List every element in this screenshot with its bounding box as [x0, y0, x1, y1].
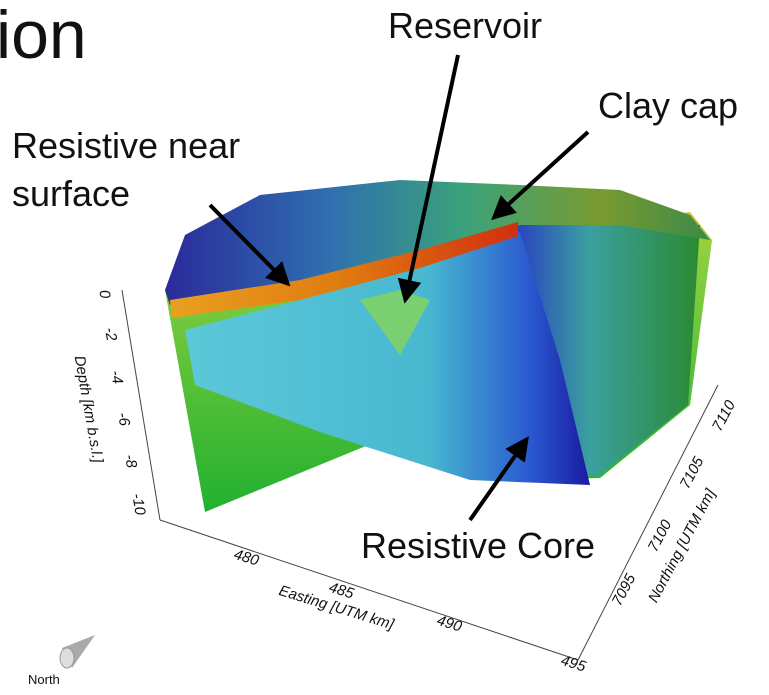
annotation: Resistive near	[12, 125, 240, 166]
tick-label: -10	[128, 492, 149, 517]
top-surface	[165, 180, 710, 305]
tick-label: 490	[435, 612, 465, 636]
tick-label: 480	[232, 546, 262, 570]
axis-label: Depth [km b.s.l.]	[71, 354, 107, 464]
arrow	[397, 54, 460, 304]
arrow	[468, 436, 529, 522]
tick-label: -6	[114, 411, 133, 428]
compass-label: North	[28, 672, 60, 687]
annotation: Clay cap	[598, 85, 738, 126]
arrows	[208, 54, 590, 522]
tick-label: -2	[101, 326, 120, 343]
title: ion	[0, 0, 87, 73]
annotation: surface	[12, 173, 130, 214]
northing-axis	[577, 384, 719, 661]
clay-cap-band	[170, 222, 518, 318]
compass-base	[59, 647, 75, 669]
resistive-core	[185, 232, 590, 485]
easting-axis	[159, 519, 579, 661]
model-block	[165, 180, 712, 512]
tick-label: 7110	[709, 397, 739, 434]
annotation: Resistive Core	[361, 525, 595, 566]
depth-axis	[121, 289, 161, 521]
tick-label: -4	[107, 369, 126, 385]
tick-label: 7105	[677, 454, 708, 492]
reservoir-zone	[360, 290, 430, 355]
tick-label: 485	[327, 579, 357, 603]
axis-lines	[121, 289, 719, 661]
arrow	[208, 203, 291, 287]
tick-label: -8	[121, 453, 140, 470]
tick-label: 495	[559, 652, 589, 676]
arrow	[491, 130, 590, 221]
compass: North	[28, 635, 95, 687]
annotation: Reservoir	[388, 5, 542, 46]
tick-label: 0	[95, 289, 113, 301]
